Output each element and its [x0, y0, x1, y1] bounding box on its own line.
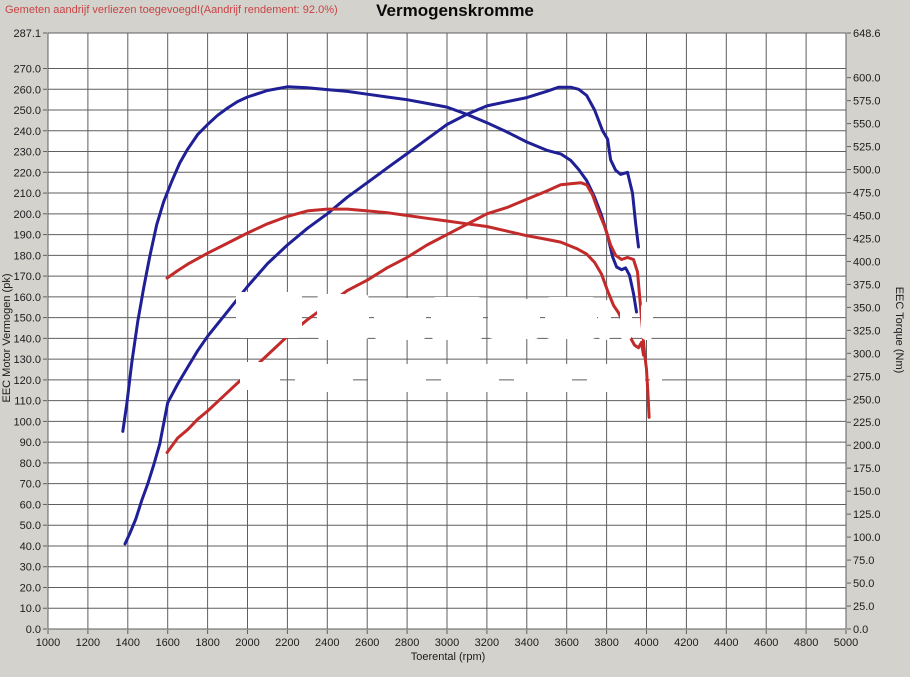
svg-text:525.0: 525.0 [853, 142, 881, 154]
svg-text:200.0: 200.0 [13, 209, 41, 221]
svg-text:10.0: 10.0 [20, 603, 41, 615]
plot-border [47, 32, 847, 630]
svg-text:4800: 4800 [794, 637, 818, 649]
svg-text:210.0: 210.0 [13, 188, 41, 200]
y-axis-left-label: EEC Motor Vermogen (pk) [1, 273, 13, 403]
svg-text:25.0: 25.0 [853, 601, 874, 613]
svg-text:90.0: 90.0 [20, 437, 41, 449]
drive-loss-note: Gemeten aandrijf verliezen toegevoegd!(A… [5, 4, 338, 16]
svg-text:2200: 2200 [275, 637, 299, 649]
svg-text:120.0: 120.0 [13, 375, 41, 387]
svg-text:2400: 2400 [315, 637, 339, 649]
svg-text:270.0: 270.0 [13, 63, 41, 75]
svg-text:100.0: 100.0 [13, 416, 41, 428]
svg-text:450.0: 450.0 [853, 210, 881, 222]
svg-text:500.0: 500.0 [853, 165, 881, 177]
svg-text:75.0: 75.0 [853, 555, 874, 567]
svg-text:240.0: 240.0 [13, 126, 41, 138]
svg-text:4200: 4200 [674, 637, 698, 649]
svg-text:648.6: 648.6 [853, 28, 881, 40]
svg-text:0.0: 0.0 [26, 624, 41, 636]
svg-text:40.0: 40.0 [20, 541, 41, 553]
svg-text:275.0: 275.0 [853, 371, 881, 383]
svg-text:225.0: 225.0 [853, 417, 881, 429]
svg-text:300.0: 300.0 [853, 348, 881, 360]
svg-text:4400: 4400 [714, 637, 738, 649]
svg-text:3800: 3800 [594, 637, 618, 649]
svg-text:2000: 2000 [235, 637, 259, 649]
svg-text:575.0: 575.0 [853, 96, 881, 108]
watermark [236, 292, 662, 392]
svg-text:70.0: 70.0 [20, 479, 41, 491]
svg-text:475.0: 475.0 [853, 188, 881, 200]
axis-ticks [43, 32, 851, 634]
svg-text:3000: 3000 [435, 637, 459, 649]
svg-text:30.0: 30.0 [20, 562, 41, 574]
svg-text:2600: 2600 [355, 637, 379, 649]
svg-text:220.0: 220.0 [13, 167, 41, 179]
svg-text:175.0: 175.0 [853, 463, 881, 475]
svg-text:350.0: 350.0 [853, 302, 881, 314]
svg-text:0.0: 0.0 [853, 624, 868, 636]
svg-text:325.0: 325.0 [853, 325, 881, 337]
svg-text:110.0: 110.0 [14, 396, 41, 408]
svg-text:250.0: 250.0 [13, 105, 41, 117]
x-axis-label: Toerental (rpm) [410, 651, 486, 663]
svg-text:3400: 3400 [515, 637, 539, 649]
svg-text:260.0: 260.0 [13, 84, 41, 96]
svg-text:150.0: 150.0 [13, 313, 41, 325]
y-axis-right-label: EEC Torque (Nm) [893, 286, 905, 374]
svg-text:50.0: 50.0 [20, 520, 41, 532]
svg-text:170.0: 170.0 [13, 271, 41, 283]
svg-text:550.0: 550.0 [853, 119, 881, 131]
svg-text:3200: 3200 [475, 637, 499, 649]
svg-text:150.0: 150.0 [853, 486, 881, 498]
series-power-tuned-blue [123, 85, 640, 546]
svg-text:3600: 3600 [554, 637, 578, 649]
svg-text:20.0: 20.0 [20, 582, 41, 594]
svg-text:4000: 4000 [634, 637, 658, 649]
svg-text:180.0: 180.0 [13, 250, 41, 262]
svg-text:50.0: 50.0 [853, 578, 874, 590]
svg-text:125.0: 125.0 [853, 509, 881, 521]
svg-text:375.0: 375.0 [853, 279, 881, 291]
svg-text:2800: 2800 [395, 637, 419, 649]
svg-text:4600: 4600 [754, 637, 778, 649]
axis-tick-labels: 0.0 10.0 20.0 30.0 40.0 50.0 60.0 70.0 80.0 90.0 1… [13, 28, 880, 649]
svg-text:1400: 1400 [116, 637, 140, 649]
svg-text:5000: 5000 [834, 637, 858, 649]
svg-text:80.0: 80.0 [20, 458, 41, 470]
svg-text:400.0: 400.0 [853, 256, 881, 268]
svg-text:230.0: 230.0 [13, 147, 41, 159]
svg-text:1000: 1000 [36, 637, 60, 649]
svg-text:287.1: 287.1 [13, 28, 41, 40]
svg-text:1800: 1800 [195, 637, 219, 649]
svg-text:200.0: 200.0 [853, 440, 881, 452]
chart-title: Vermogenskromme [376, 1, 534, 20]
svg-text:60.0: 60.0 [20, 499, 41, 511]
svg-text:130.0: 130.0 [13, 354, 41, 366]
svg-text:600.0: 600.0 [853, 73, 881, 85]
svg-text:160.0: 160.0 [13, 292, 41, 304]
svg-text:250.0: 250.0 [853, 394, 881, 406]
svg-text:100.0: 100.0 [853, 532, 881, 544]
svg-text:140.0: 140.0 [13, 333, 41, 345]
svg-text:190.0: 190.0 [13, 230, 41, 242]
svg-text:1600: 1600 [155, 637, 179, 649]
svg-text:1200: 1200 [76, 637, 100, 649]
svg-text:425.0: 425.0 [853, 233, 881, 245]
